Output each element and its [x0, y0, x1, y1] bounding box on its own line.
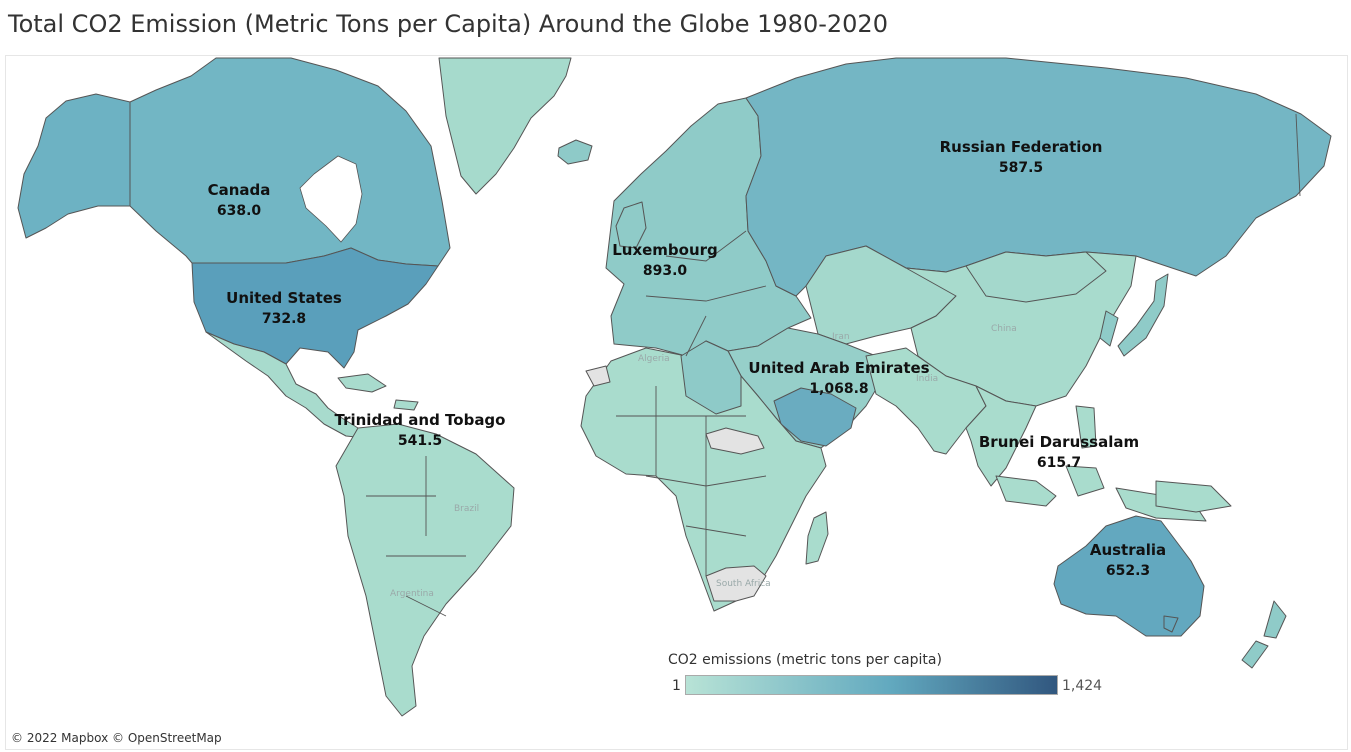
- caribbean-islands[interactable]: [337, 373, 419, 411]
- label-russian-federation[interactable]: Russian Federation 587.5: [940, 137, 1103, 179]
- border-europe: [645, 230, 767, 357]
- legend-max-label: 1,424: [1062, 678, 1103, 694]
- label-brunei-darussalam-value: 615.7: [1036, 455, 1082, 471]
- country-south-sudan[interactable]: [705, 427, 765, 455]
- label-united-arab-emirates-name: United Arab Emirates: [748, 359, 930, 377]
- label-united-arab-emirates-value: 1,068.8: [809, 381, 869, 397]
- world-map[interactable]: Algeria China India Iran Brazil Argentin…: [5, 55, 1348, 750]
- legend-title: CO2 emissions (metric tons per capita): [668, 652, 942, 668]
- country-western-sahara[interactable]: [585, 365, 611, 387]
- legend-min-label: 1: [672, 678, 681, 694]
- basemap-label-india: India: [916, 374, 938, 384]
- label-australia-name: Australia: [1089, 541, 1167, 559]
- hudson-bay: [299, 155, 363, 243]
- label-canada[interactable]: Canada 638.0: [208, 180, 271, 222]
- label-russian-federation-value: 587.5: [998, 160, 1044, 176]
- label-luxembourg[interactable]: Luxembourg 893.0: [612, 240, 718, 282]
- country-canada[interactable]: [129, 57, 451, 267]
- label-canada-name: Canada: [207, 181, 271, 199]
- country-papua-new-guinea[interactable]: [1155, 480, 1232, 513]
- basemap-label-argentina: Argentina: [390, 589, 434, 599]
- legend-color-ramp[interactable]: [685, 675, 1058, 695]
- label-trinidad-and-tobago-name: Trinidad and Tobago: [334, 411, 506, 429]
- country-iceland[interactable]: [557, 139, 593, 165]
- label-united-states-value: 732.8: [261, 311, 307, 327]
- label-luxembourg-name: Luxembourg: [612, 241, 718, 259]
- basemap-label-algeria: Algeria: [638, 354, 670, 364]
- region-maritime-southeast-asia[interactable]: [995, 405, 1207, 522]
- country-greenland[interactable]: [438, 57, 572, 195]
- region-arabian-peninsula[interactable]: [773, 387, 857, 447]
- country-madagascar[interactable]: [805, 511, 829, 565]
- country-mongolia[interactable]: [965, 251, 1107, 303]
- continent-south-america[interactable]: [335, 423, 515, 717]
- map-attribution: © 2022 Mapbox © OpenStreetMap: [11, 731, 222, 745]
- label-russian-federation-name: Russian Federation: [939, 138, 1103, 156]
- label-brunei-darussalam[interactable]: Brunei Darussalam 615.7: [979, 432, 1139, 474]
- label-luxembourg-value: 893.0: [642, 263, 688, 279]
- basemap-label-china: China: [991, 324, 1017, 334]
- label-canada-value: 638.0: [216, 203, 262, 219]
- label-united-states-name: United States: [226, 289, 342, 307]
- country-alaska[interactable]: [17, 93, 131, 239]
- label-australia-value: 652.3: [1105, 563, 1151, 579]
- basemap-label-south-africa: South Africa: [716, 579, 771, 589]
- border-africa: [616, 386, 767, 576]
- region-tasmania[interactable]: [1163, 615, 1179, 633]
- label-brunei-darussalam-name: Brunei Darussalam: [978, 433, 1140, 451]
- basemap-label-brazil: Brazil: [454, 504, 479, 514]
- region-south-asia[interactable]: [865, 347, 987, 455]
- country-australia[interactable]: [1053, 515, 1205, 637]
- page-title: Total CO2 Emission (Metric Tons per Capi…: [8, 10, 888, 38]
- label-trinidad-and-tobago-value: 541.5: [397, 433, 443, 449]
- label-australia[interactable]: Australia 652.3: [1090, 540, 1166, 582]
- region-japan-korea[interactable]: [1099, 273, 1169, 357]
- basemap-label-iran: Iran: [832, 332, 850, 342]
- border-south-america: [366, 456, 466, 617]
- country-new-zealand[interactable]: [1241, 600, 1287, 669]
- label-united-arab-emirates[interactable]: United Arab Emirates 1,068.8: [748, 358, 929, 400]
- country-south-africa[interactable]: [705, 565, 767, 602]
- map-canvas[interactable]: Algeria China India Iran Brazil Argentin…: [6, 56, 1347, 749]
- label-united-states[interactable]: United States 732.8: [226, 288, 342, 330]
- border-russia-east: [1295, 113, 1301, 197]
- country-united-kingdom[interactable]: [615, 201, 647, 249]
- label-trinidad-and-tobago[interactable]: Trinidad and Tobago 541.5: [335, 410, 506, 452]
- country-libya[interactable]: [680, 340, 742, 415]
